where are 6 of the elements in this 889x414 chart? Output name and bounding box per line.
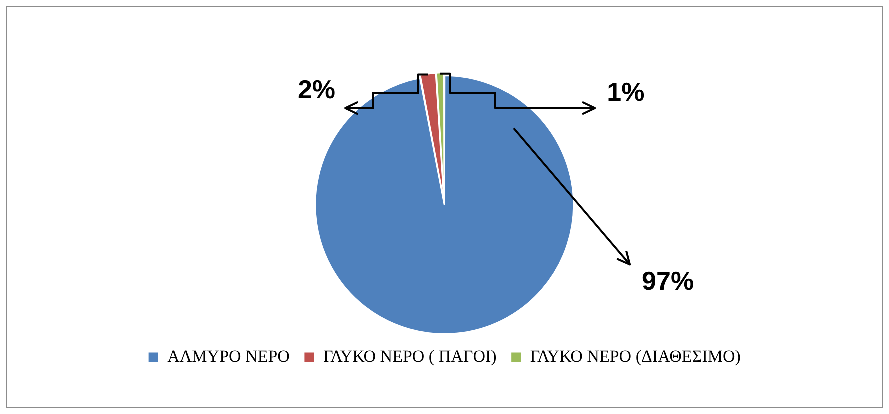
- legend-label: ΓΛΥΚΟ ΝΕΡΟ ( ΠΑΓΟΙ): [323, 346, 497, 366]
- legend-label: ΓΛΥΚΟ ΝΕΡΟ (ΔΙΑΘΕΣΙΜΟ): [530, 346, 741, 366]
- data-label: 2%: [298, 74, 336, 104]
- legend-label: ΑΛΜΥΡΟ ΝΕΡΟ: [168, 346, 290, 366]
- data-label: 97%: [642, 266, 694, 296]
- data-label: 1%: [607, 76, 645, 107]
